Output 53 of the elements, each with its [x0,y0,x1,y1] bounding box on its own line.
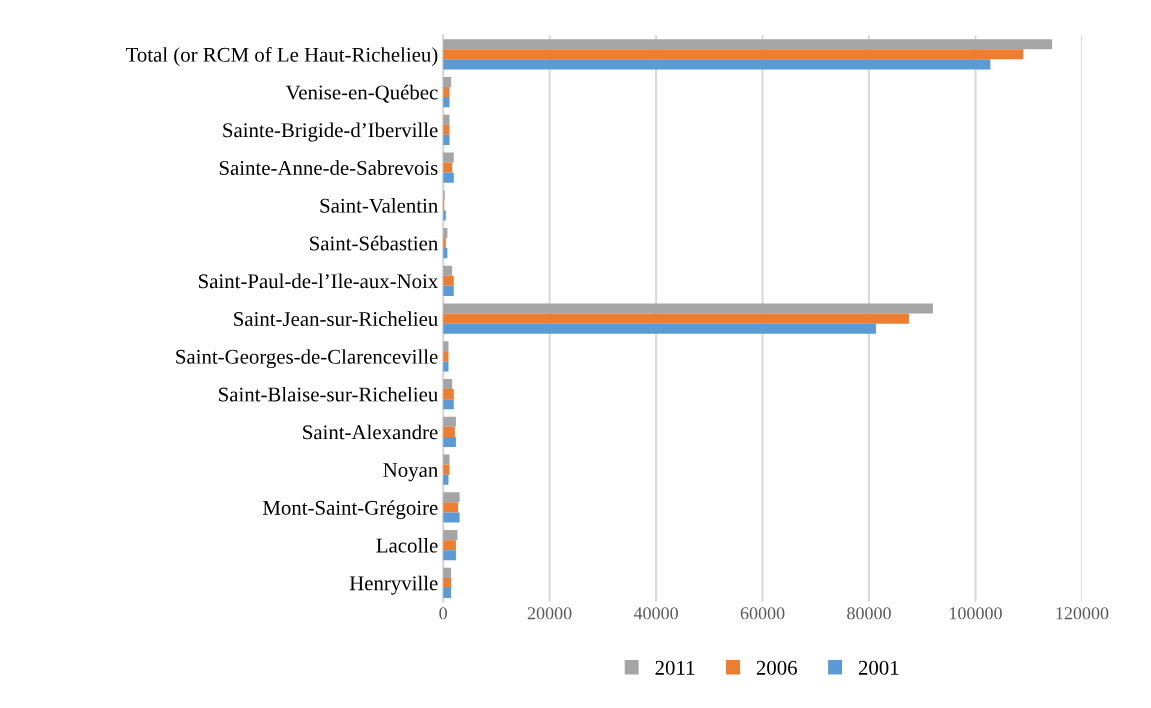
bar [443,39,1053,50]
legend-label: 2001 [858,660,899,675]
y-tick-label: Lacolle [376,537,438,553]
bar [443,313,909,324]
y-tick-label: Sainte-Anne-de-Sabrevois [219,160,438,175]
bar [443,124,450,135]
x-tick-label: 40000 [633,607,678,620]
x-tick-label: 20000 [527,607,572,620]
bar [443,114,450,125]
bar [443,512,460,523]
y-tick-label: Mont-Saint-Grégoire [262,500,438,520]
bar [443,152,454,163]
y-tick-label: Saint-Blaise-sur-Richelieu [219,386,438,402]
x-tick-label: 0 [439,607,447,620]
legend-label: 2011 [655,660,695,675]
bar [443,454,450,465]
x-tick-label: 120000 [1056,607,1109,620]
bar [443,436,456,447]
bar [443,389,454,400]
bar [443,172,454,183]
y-tick-label: Henryville [349,575,438,595]
bar [443,540,456,551]
y-tick-label: Saint-Paul-de-l’Ile-aux-Noix [199,273,439,289]
bar [443,275,454,286]
bar [443,426,455,437]
bar [443,492,460,503]
bar [443,416,456,427]
x-tick-label: 60000 [740,607,785,620]
bar [443,97,450,108]
y-tick-label: Venise-en-Québec [285,84,438,103]
y-tick-label: Saint-Alexandre [303,424,438,440]
bar [443,303,933,314]
bar [443,285,454,296]
bar [443,464,450,475]
y-tick-label: Total (or RCM of Le Haut-Richelieu) [125,46,438,67]
y-tick-label: Saint-Jean-sur-Richelieu [234,311,438,327]
y-tick-label: Sainte-Brigide-d’Iberville [223,122,438,142]
x-tick-label: 80000 [847,607,891,620]
y-tick-label: Saint-Valentin [320,198,438,213]
legend-label: 2006 [756,660,797,675]
bar [443,49,1024,60]
bar [443,134,450,145]
bar [443,550,456,561]
bar [443,399,454,410]
y-tick-label: Noyan [383,463,438,482]
bar [443,502,459,513]
bar [443,323,876,334]
y-tick-label: Saint-Georges-de-Clarenceville [176,349,438,369]
bar [443,530,458,541]
x-tick-label: 100000 [949,607,1002,620]
y-tick-label: Saint-Sébastien [310,235,438,251]
bar [443,87,450,98]
bar [443,59,991,70]
